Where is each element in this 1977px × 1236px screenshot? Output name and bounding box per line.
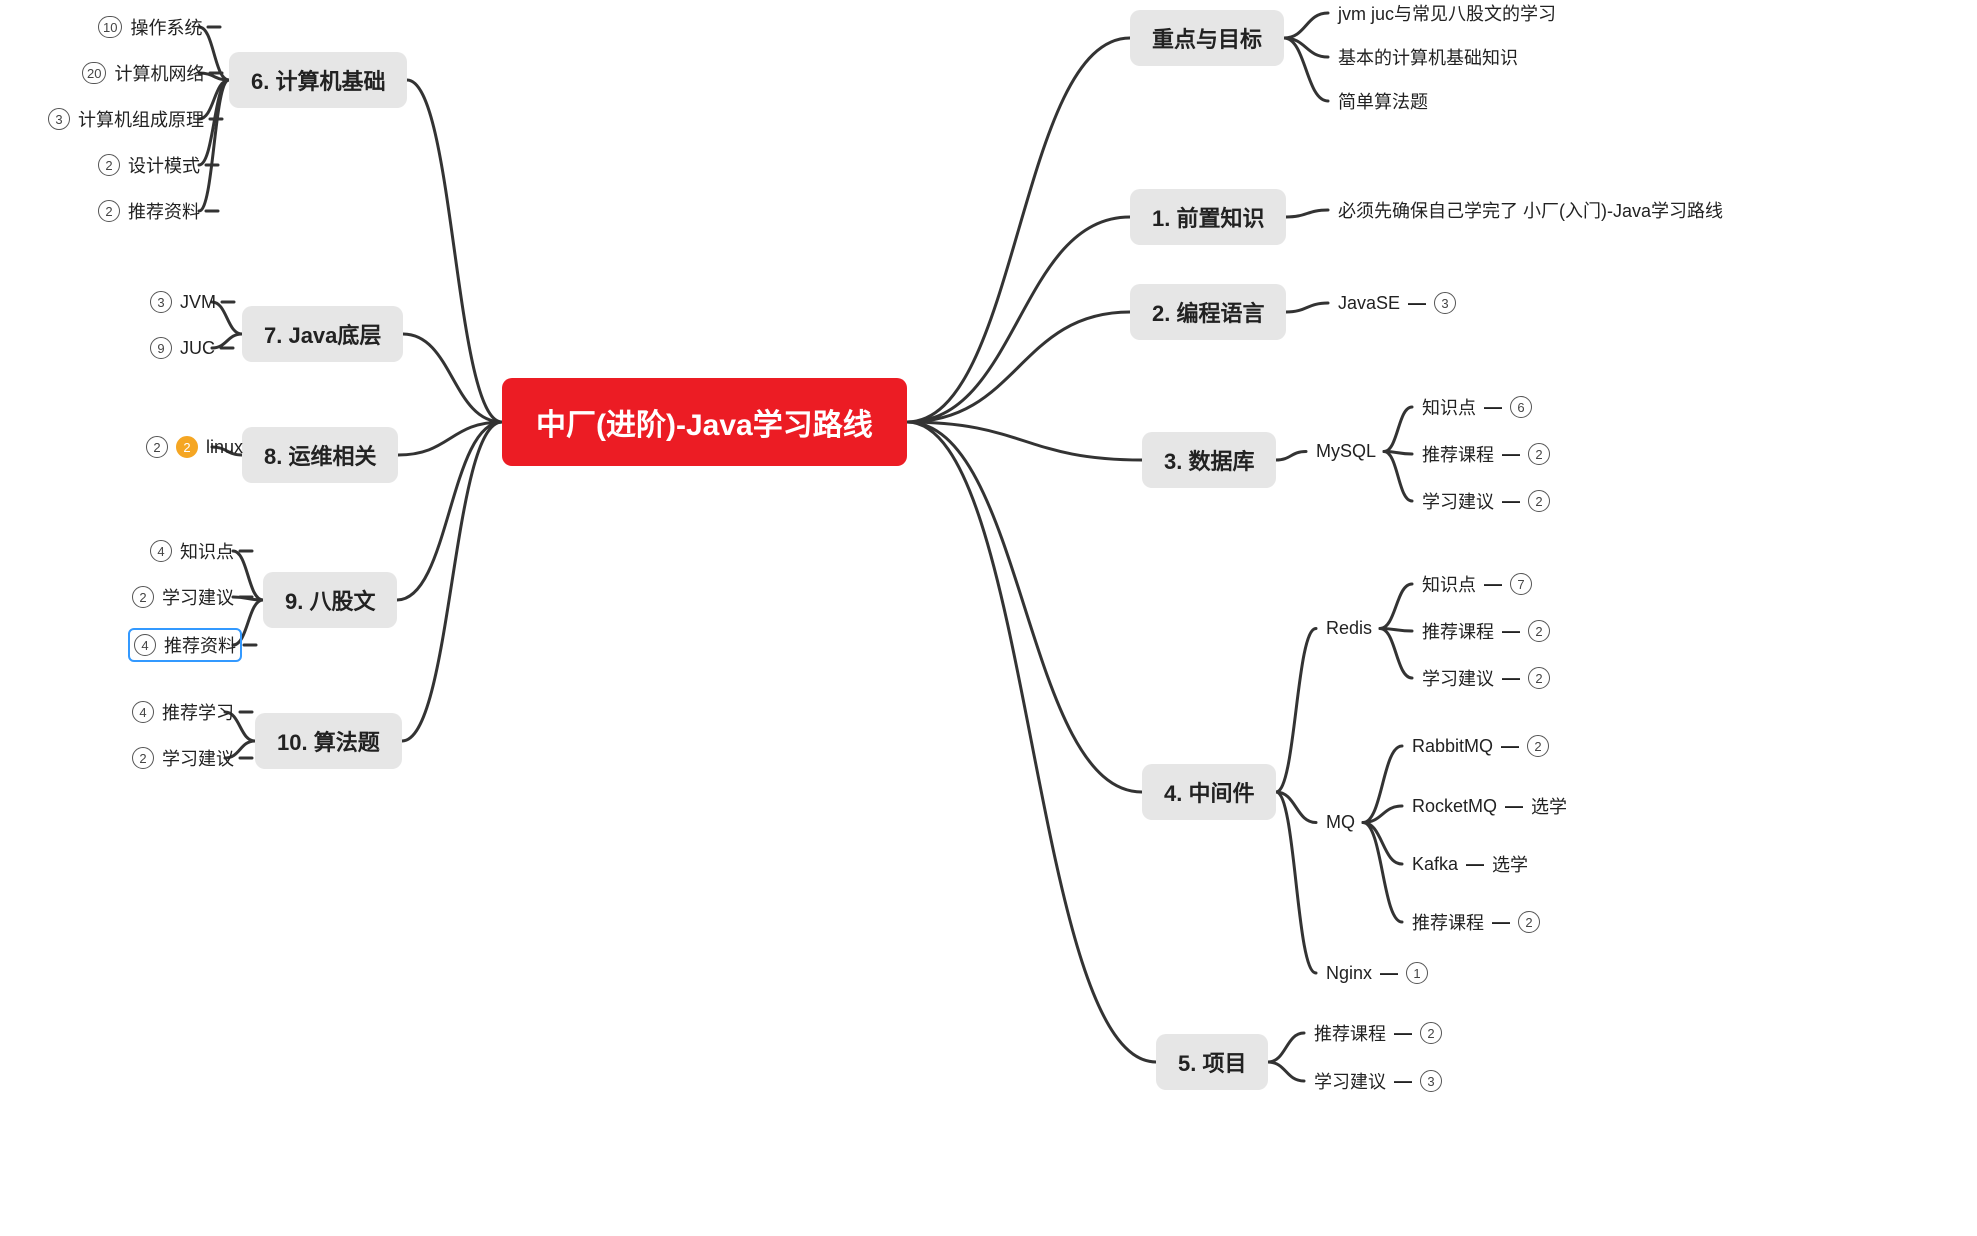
leaf[interactable]: 学习建议—2 — [1418, 663, 1554, 693]
branch-bagu[interactable]: 9. 八股文 — [263, 572, 397, 628]
leaf[interactable]: JavaSE—3 — [1334, 290, 1460, 316]
leaf[interactable]: 4推荐学习 — [128, 697, 238, 727]
count-badge: 4 — [134, 634, 156, 656]
count-badge: 2 — [146, 436, 168, 458]
leaf-label: 必须先确保自己学完了 小厂(入门)-Java学习路线 — [1338, 197, 1723, 223]
leaf-label: 简单算法题 — [1338, 88, 1428, 114]
leaf[interactable]: 推荐课程—2 — [1310, 1018, 1446, 1048]
branch-lang[interactable]: 2. 编程语言 — [1130, 284, 1286, 340]
leaf[interactable]: RocketMQ—选学 — [1408, 791, 1571, 821]
leaf[interactable]: 推荐课程—2 — [1408, 907, 1544, 937]
count-badge: 3 — [1420, 1070, 1442, 1092]
count-badge: 4 — [150, 540, 172, 562]
count-badge: 2 — [1420, 1022, 1442, 1044]
count-badge: 7 — [1510, 573, 1532, 595]
count-badge: 3 — [150, 291, 172, 313]
leaf[interactable]: 2学习建议 — [128, 582, 238, 612]
leaf[interactable]: 知识点—7 — [1418, 569, 1536, 599]
leaf[interactable]: RabbitMQ—2 — [1408, 733, 1553, 759]
count-badge: 2 — [1528, 667, 1550, 689]
count-badge: 2 — [1528, 620, 1550, 642]
leaf[interactable]: 4推荐资料 — [128, 628, 242, 662]
count-badge: 9 — [150, 337, 172, 359]
count-badge: 2 — [1528, 490, 1550, 512]
leaf[interactable]: 20计算机网络 — [78, 58, 208, 88]
leaf[interactable]: 10操作系统 — [94, 12, 206, 42]
leaf[interactable]: 简单算法题 — [1334, 86, 1432, 116]
count-badge: 1 — [1406, 962, 1428, 984]
branch-mw[interactable]: 4. 中间件 — [1142, 764, 1276, 820]
count-badge: 6 — [1510, 396, 1532, 418]
leaf[interactable]: 知识点—6 — [1418, 392, 1536, 422]
leaf-label: 基本的计算机基础知识 — [1338, 44, 1518, 70]
leaf[interactable]: 基本的计算机基础知识 — [1334, 42, 1522, 72]
branch-algo[interactable]: 10. 算法题 — [255, 713, 402, 769]
leaf[interactable]: 学习建议—3 — [1310, 1066, 1446, 1096]
root-node[interactable]: 中厂(进阶)-Java学习路线 — [502, 378, 907, 466]
leaf[interactable]: 22linux — [142, 434, 247, 460]
leaf-label: jvm juc与常见八股文的学习 — [1338, 0, 1556, 26]
mid-MySQL[interactable]: MySQL — [1312, 439, 1380, 464]
leaf[interactable]: 推荐课程—2 — [1418, 439, 1554, 469]
branch-pre[interactable]: 1. 前置知识 — [1130, 189, 1286, 245]
branch-proj[interactable]: 5. 项目 — [1156, 1034, 1268, 1090]
leaf[interactable]: 3JVM — [146, 289, 220, 315]
count-badge: 2 — [1518, 911, 1540, 933]
branch-ops[interactable]: 8. 运维相关 — [242, 427, 398, 483]
count-badge: 2 — [132, 747, 154, 769]
count-badge: 4 — [132, 701, 154, 723]
count-badge: 3 — [1434, 292, 1456, 314]
mid-Redis[interactable]: Redis — [1322, 616, 1376, 641]
leaf[interactable]: jvm juc与常见八股文的学习 — [1334, 0, 1560, 28]
count-badge: 2 — [132, 586, 154, 608]
leaf-label: 学习建议 — [1314, 1068, 1386, 1094]
mid-MQ[interactable]: MQ — [1322, 810, 1359, 835]
count-badge: 3 — [48, 108, 70, 130]
count-badge: 2 — [98, 200, 120, 222]
leaf[interactable]: 推荐课程—2 — [1418, 616, 1554, 646]
count-badge: 2 — [1527, 735, 1549, 757]
leaf[interactable]: 学习建议—2 — [1418, 486, 1554, 516]
leaf[interactable]: 4知识点 — [146, 536, 238, 566]
branch-cs[interactable]: 6. 计算机基础 — [229, 52, 407, 108]
leaf[interactable]: Kafka—选学 — [1408, 849, 1532, 879]
branch-deep[interactable]: 7. Java底层 — [242, 306, 403, 362]
count-badge: 2 — [176, 436, 198, 458]
leaf[interactable]: 必须先确保自己学完了 小厂(入门)-Java学习路线 — [1334, 195, 1727, 225]
count-badge: 10 — [98, 16, 122, 38]
leaf[interactable]: 3计算机组成原理 — [44, 104, 208, 134]
branch-db[interactable]: 3. 数据库 — [1142, 432, 1276, 488]
leaf-label: 推荐课程 — [1314, 1020, 1386, 1046]
leaf-label: JavaSE — [1338, 293, 1400, 314]
count-badge: 2 — [98, 154, 120, 176]
leaf[interactable]: 2设计模式 — [94, 150, 204, 180]
leaf[interactable]: 2推荐资料 — [94, 196, 204, 226]
branch-focus[interactable]: 重点与目标 — [1130, 10, 1284, 66]
mid-Nginx[interactable]: Nginx—1 — [1322, 960, 1432, 986]
count-badge: 2 — [1528, 443, 1550, 465]
count-badge: 20 — [82, 62, 106, 84]
leaf[interactable]: 9JUC — [146, 335, 219, 361]
leaf[interactable]: 2学习建议 — [128, 743, 238, 773]
